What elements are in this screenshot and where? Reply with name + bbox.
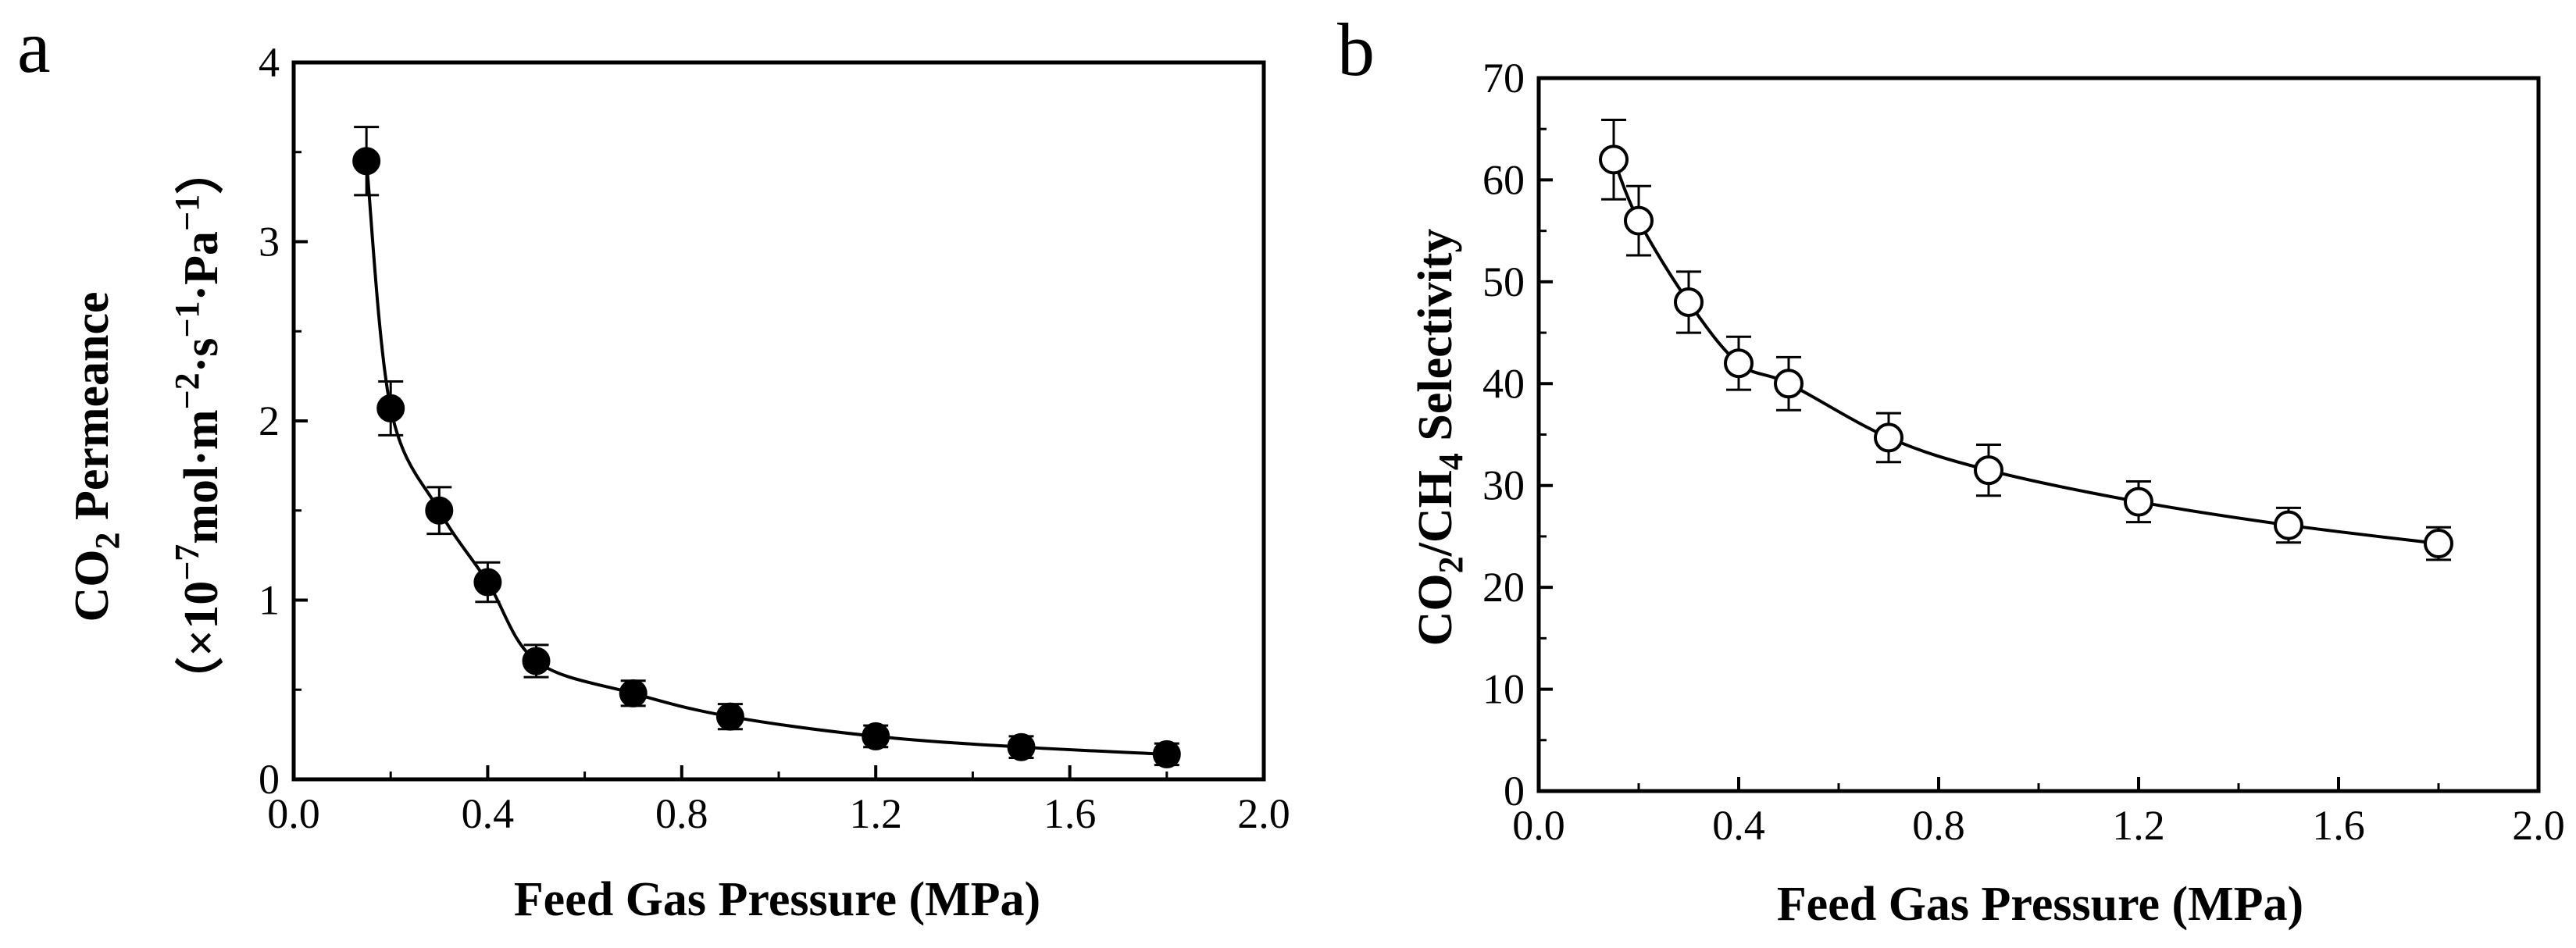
panel-a-x-axis-title: Feed Gas Pressure (MPa) bbox=[514, 873, 1040, 926]
panel-b-x-tick-label: 0.4 bbox=[1712, 802, 1765, 849]
panel-a-y-tick-label: 4 bbox=[259, 39, 280, 86]
panel-b-data-point bbox=[1674, 287, 1704, 317]
panel-b-y-tick-label: 0 bbox=[1504, 768, 1525, 814]
panel-a-data-point bbox=[522, 647, 551, 675]
panel-b-y-tick-label: 30 bbox=[1482, 462, 1525, 509]
panel-b-y-tick-label: 10 bbox=[1482, 666, 1525, 713]
panel-b-data-point bbox=[2124, 486, 2153, 517]
panel-b-data-point bbox=[1774, 369, 1804, 399]
panel-a-y-tick-label: 2 bbox=[259, 397, 280, 444]
panel-b-x-tick-label: 0.8 bbox=[1912, 802, 1965, 849]
panel-a-x-tick-label: 0.8 bbox=[655, 790, 708, 837]
panel-a-y-axis-title: CO2 Permeance bbox=[66, 291, 127, 622]
panel-b-y-tick-label: 20 bbox=[1482, 564, 1525, 611]
panel-b-y-axis-title: CO2/CH4 Selectivity bbox=[1409, 229, 1470, 647]
panel-b-x-tick-label: 1.6 bbox=[2312, 802, 2365, 849]
panel-a-x-tick-label: 1.6 bbox=[1044, 790, 1097, 837]
panel-a-series-line bbox=[365, 161, 1167, 756]
panel-a-x-tick-label: 0.4 bbox=[462, 790, 515, 837]
panel-a-x-tick-label: 1.2 bbox=[849, 790, 902, 837]
panel-a-data-point bbox=[1007, 732, 1036, 761]
panel-b-x-tick-label: 2.0 bbox=[2512, 802, 2565, 849]
panel-a-y-tick-label: 1 bbox=[259, 577, 280, 624]
panel-b-y-tick-label: 40 bbox=[1482, 360, 1525, 407]
panel-a-data-point bbox=[619, 679, 648, 707]
panel-b-plot-frame bbox=[1536, 76, 2541, 793]
panel-b-data-point bbox=[1599, 144, 1629, 175]
panel-b-y-tick-label: 70 bbox=[1482, 55, 1525, 102]
panel-a-data-point bbox=[862, 722, 890, 750]
panel-a-plot-frame bbox=[291, 60, 1266, 782]
panel-b-x-axis-title: Feed Gas Pressure (MPa) bbox=[1777, 878, 2303, 931]
panel-a-data-point bbox=[1152, 740, 1181, 768]
panel-b-data-point bbox=[1874, 422, 1903, 453]
panel-b-x-tick-label: 0.0 bbox=[1512, 802, 1565, 849]
panel-b-data-point bbox=[1974, 455, 2003, 486]
panel-b-data-point bbox=[1724, 348, 1754, 379]
panel-a-data-point bbox=[473, 568, 502, 597]
panel-a-data-point bbox=[352, 147, 381, 176]
panel-a-data-point bbox=[376, 394, 405, 422]
panel-a-data-point bbox=[425, 496, 454, 525]
panel-b-x-tick-label: 1.2 bbox=[2112, 802, 2165, 849]
panel-a-x-tick-label: 2.0 bbox=[1237, 790, 1290, 837]
panel-b-y-tick-label: 60 bbox=[1482, 156, 1525, 203]
panel-a-y-tick-label: 0 bbox=[259, 756, 280, 803]
panel-a-y-tick-label: 3 bbox=[259, 219, 280, 266]
panel-b-data-point bbox=[2424, 529, 2453, 559]
panel-a-data-point bbox=[715, 702, 744, 731]
panel-a-x-tick-label: 0.0 bbox=[267, 790, 320, 837]
panel-b-y-tick-label: 50 bbox=[1482, 258, 1525, 305]
panel-a-y-axis-units: （×10−7mol·m−2·s−1·Pa−1） bbox=[168, 146, 228, 705]
panel-b-label: b bbox=[1337, 8, 1375, 91]
panel-b-data-point bbox=[2274, 510, 2303, 540]
panel-a-label: a bbox=[17, 5, 51, 88]
panel-b-data-point bbox=[1624, 205, 1654, 236]
panel-b: b Feed Gas Pressure (MPa) CO2/CH4 Select… bbox=[1337, 8, 2565, 931]
panel-a: a Feed Gas Pressure (MPa) CO2 Permeance … bbox=[17, 5, 1290, 926]
